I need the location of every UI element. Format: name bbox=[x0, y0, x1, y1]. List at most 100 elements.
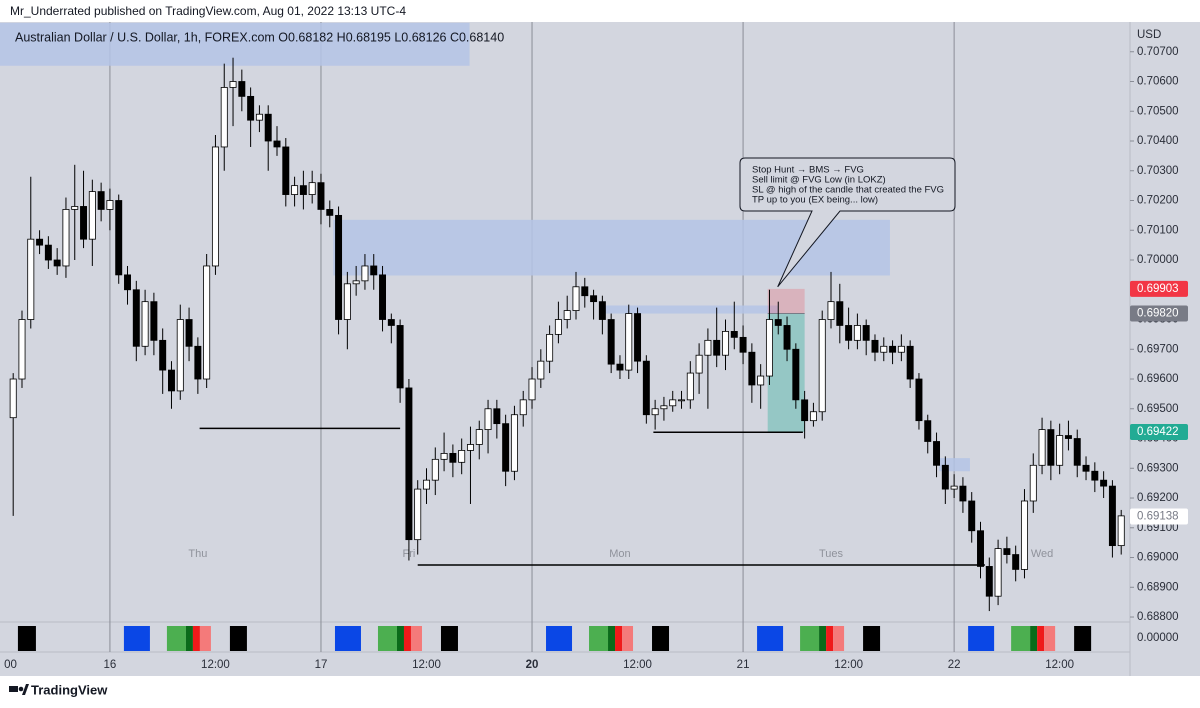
candle-body bbox=[88, 191, 96, 240]
candle-body bbox=[607, 319, 615, 365]
candle-body bbox=[475, 429, 483, 445]
candle-body bbox=[519, 399, 527, 416]
y-tick-label: 0.68900 bbox=[1137, 581, 1179, 593]
session-block bbox=[546, 626, 573, 651]
candle-body bbox=[581, 286, 589, 297]
indicator-axis-label: 0.00000 bbox=[1137, 632, 1179, 644]
candle-body bbox=[528, 378, 536, 401]
y-tick-label: 0.68800 bbox=[1137, 611, 1179, 623]
candle-body bbox=[616, 363, 624, 371]
candle-body bbox=[695, 354, 703, 374]
x-tick-label: 16 bbox=[104, 659, 117, 671]
candle-body bbox=[1056, 435, 1064, 466]
candle-body bbox=[502, 423, 510, 472]
candle-body bbox=[211, 146, 219, 267]
session-block bbox=[1037, 626, 1045, 651]
candle-body bbox=[18, 319, 26, 380]
candle-body bbox=[264, 113, 272, 142]
candle-body bbox=[247, 95, 255, 121]
y-tick-label: 0.69100 bbox=[1137, 522, 1179, 534]
candle-body bbox=[159, 339, 167, 371]
candle-body bbox=[1117, 515, 1125, 547]
y-tick-label: 0.69300 bbox=[1137, 462, 1179, 474]
candle-body bbox=[220, 87, 228, 148]
session-block bbox=[123, 626, 150, 651]
zone bbox=[599, 305, 779, 314]
candle-body bbox=[326, 209, 334, 216]
candle-body bbox=[1073, 438, 1081, 466]
candle-body bbox=[431, 458, 439, 481]
candle-body bbox=[387, 319, 395, 326]
candle-body bbox=[510, 414, 518, 472]
zone bbox=[0, 22, 470, 66]
candle-body bbox=[1038, 429, 1046, 466]
session-block bbox=[968, 626, 995, 651]
session-block bbox=[403, 626, 411, 651]
session-block bbox=[334, 626, 361, 651]
candle-body bbox=[853, 325, 861, 341]
candle-body bbox=[1091, 470, 1099, 481]
candle-body bbox=[554, 319, 562, 335]
y-tick-label: 0.70500 bbox=[1137, 105, 1179, 117]
session-block bbox=[622, 626, 634, 651]
footer: TradingView bbox=[31, 682, 108, 697]
candle-body bbox=[493, 408, 501, 425]
y-tick-label: 0.70400 bbox=[1137, 135, 1179, 147]
candle-body bbox=[757, 375, 765, 386]
candle-body bbox=[255, 113, 263, 121]
candle-body bbox=[880, 345, 888, 353]
candle-body bbox=[36, 238, 44, 246]
x-tick-label: 12:00 bbox=[623, 659, 652, 671]
day-label: Mon bbox=[609, 548, 630, 560]
candle-body bbox=[827, 301, 835, 320]
session-block bbox=[229, 626, 247, 651]
candle-body bbox=[933, 441, 941, 466]
candle-body bbox=[440, 452, 448, 460]
candle-body bbox=[950, 485, 958, 490]
session-block bbox=[1074, 626, 1092, 651]
session-block bbox=[652, 626, 670, 651]
candle-body bbox=[1082, 464, 1090, 472]
session-block bbox=[608, 626, 616, 651]
y-tick-label: 0.69700 bbox=[1137, 343, 1179, 355]
candle-body bbox=[845, 325, 853, 341]
session-block bbox=[819, 626, 827, 651]
candle-body bbox=[97, 191, 105, 210]
x-tick-label: 12:00 bbox=[1045, 659, 1074, 671]
session-block bbox=[1030, 626, 1038, 651]
candle-body bbox=[572, 286, 580, 311]
candle-body bbox=[299, 185, 307, 195]
candle-body bbox=[361, 265, 369, 282]
candle-body bbox=[889, 345, 897, 353]
candle-body bbox=[994, 548, 1002, 597]
day-label: Tues bbox=[819, 548, 844, 560]
session-block bbox=[440, 626, 458, 651]
candle-body bbox=[862, 325, 870, 341]
candle-body bbox=[985, 566, 993, 597]
candle-body bbox=[379, 274, 387, 320]
content: 00 16 12:00 17 12:00 20 12:00 21 12:00 22 12:00 Thu… bbox=[0, 22, 1188, 671]
y-tick-label: 0.70100 bbox=[1137, 224, 1179, 236]
chart-title: Australian Dollar / U.S. Dollar, 1h, FOR… bbox=[15, 30, 504, 44]
candle-body bbox=[915, 378, 923, 422]
candle-body bbox=[765, 319, 773, 377]
candle-body bbox=[959, 485, 967, 502]
x-tick-label: 22 bbox=[948, 659, 961, 671]
x-tick-label: 12:00 bbox=[412, 659, 441, 671]
candle-body bbox=[458, 450, 466, 463]
candle-body bbox=[423, 479, 430, 490]
x-tick-label: 00 bbox=[4, 659, 17, 671]
candle-body bbox=[141, 301, 149, 347]
session-block bbox=[800, 626, 820, 651]
candle-body bbox=[71, 206, 79, 210]
candle-body bbox=[748, 351, 756, 386]
candle-body bbox=[80, 206, 88, 240]
session-block bbox=[833, 626, 845, 651]
callout-text: TP up to you (EX being... low) bbox=[752, 195, 878, 206]
session-block bbox=[17, 626, 36, 651]
candle-body bbox=[871, 339, 879, 353]
candle-body bbox=[906, 345, 914, 380]
candle-body bbox=[941, 464, 949, 490]
